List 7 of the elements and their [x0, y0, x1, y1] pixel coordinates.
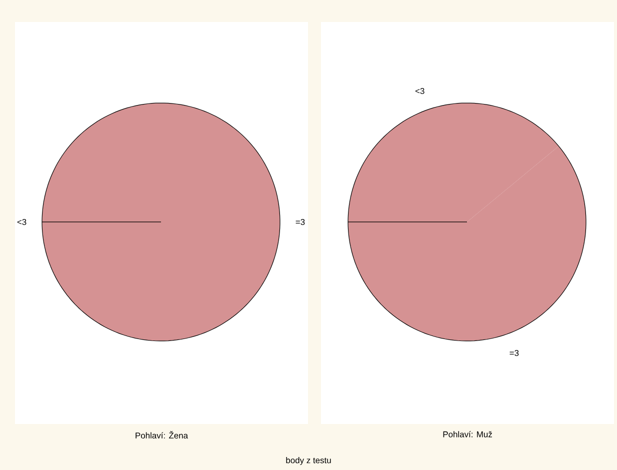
category-label: <3 [17, 218, 26, 225]
text: Pohlaví: Žena [136, 431, 188, 439]
text: Pohlaví: Muž [443, 431, 492, 438]
slice-label: =3 [510, 350, 519, 356]
slice-label: =3 [296, 218, 305, 225]
slice-label: <3 [415, 88, 424, 94]
text: body z testu [286, 457, 331, 465]
